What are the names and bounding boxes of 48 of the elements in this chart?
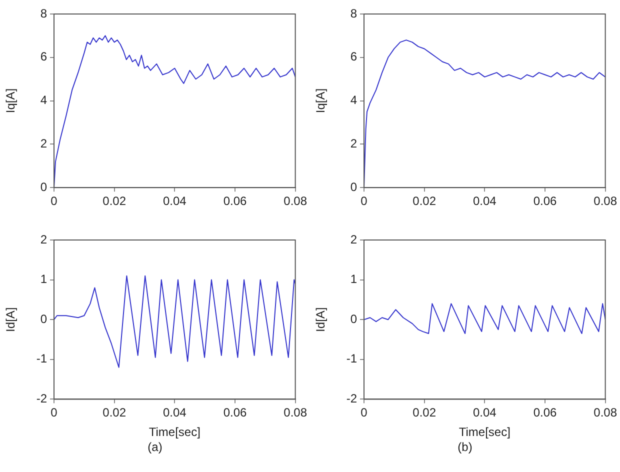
x-tick-label: 0 bbox=[50, 194, 58, 208]
y-axis-title: Id[A] bbox=[4, 307, 18, 332]
y-tick-label: 1 bbox=[40, 272, 48, 286]
y-tick-label: 2 bbox=[350, 232, 358, 246]
y-tick-label: -2 bbox=[346, 392, 358, 406]
y-tick-label: 1 bbox=[350, 272, 358, 286]
y-tick-label: 4 bbox=[40, 93, 48, 108]
x-tick-label: 0.02 bbox=[412, 194, 436, 208]
x-tick-label: 0.08 bbox=[594, 194, 618, 208]
x-tick-label: 0.04 bbox=[162, 406, 187, 420]
x-tick-label: 0.02 bbox=[102, 194, 126, 208]
y-tick-label: -1 bbox=[36, 352, 48, 366]
y-tick-label: -1 bbox=[346, 352, 358, 366]
x-axis-title: Time[sec] bbox=[148, 425, 200, 440]
y-axis-title: Id[A] bbox=[314, 307, 328, 332]
x-tick-label: 0 bbox=[360, 406, 368, 420]
x-tick-label: 0.04 bbox=[472, 194, 497, 208]
y-tick-label: -2 bbox=[36, 392, 48, 406]
x-tick-label: 0.06 bbox=[223, 194, 247, 208]
y-axis-title: Iq[A] bbox=[4, 88, 18, 114]
x-tick-label: 0.04 bbox=[472, 406, 497, 420]
y-tick-label: 6 bbox=[40, 50, 48, 64]
y-tick-label: 2 bbox=[40, 136, 48, 151]
y-tick-label: 6 bbox=[350, 50, 358, 64]
text: (a) bbox=[146, 440, 164, 454]
y-tick-label: 0 bbox=[40, 312, 48, 326]
x-tick-label: 0.08 bbox=[284, 194, 308, 208]
x-tick-label: 0.06 bbox=[223, 406, 247, 420]
y-tick-label: 2 bbox=[40, 232, 48, 246]
x-tick-label: 0.08 bbox=[284, 406, 308, 420]
x-tick-label: 0.06 bbox=[533, 194, 557, 208]
y-axis-title: Iq[A] bbox=[314, 88, 328, 114]
x-tick-label: 0.08 bbox=[594, 406, 618, 420]
x-tick-label: 0.02 bbox=[102, 406, 126, 420]
text: (b) bbox=[456, 440, 474, 454]
y-tick-label: 2 bbox=[350, 136, 358, 151]
x-tick-label: 0.06 bbox=[533, 406, 557, 420]
x-tick-label: 0.04 bbox=[162, 194, 187, 208]
y-tick-label: 0 bbox=[350, 312, 358, 326]
y-tick-label: 8 bbox=[350, 6, 358, 20]
x-tick-label: 0 bbox=[50, 406, 58, 420]
y-tick-label: 0 bbox=[40, 180, 48, 194]
x-tick-label: 0 bbox=[360, 194, 368, 208]
x-tick-label: 0.02 bbox=[412, 406, 436, 420]
y-tick-label: 8 bbox=[40, 6, 48, 20]
y-tick-label: 0 bbox=[350, 180, 358, 194]
y-tick-label: 4 bbox=[350, 93, 358, 108]
x-axis-title: Time[sec] bbox=[458, 425, 510, 440]
